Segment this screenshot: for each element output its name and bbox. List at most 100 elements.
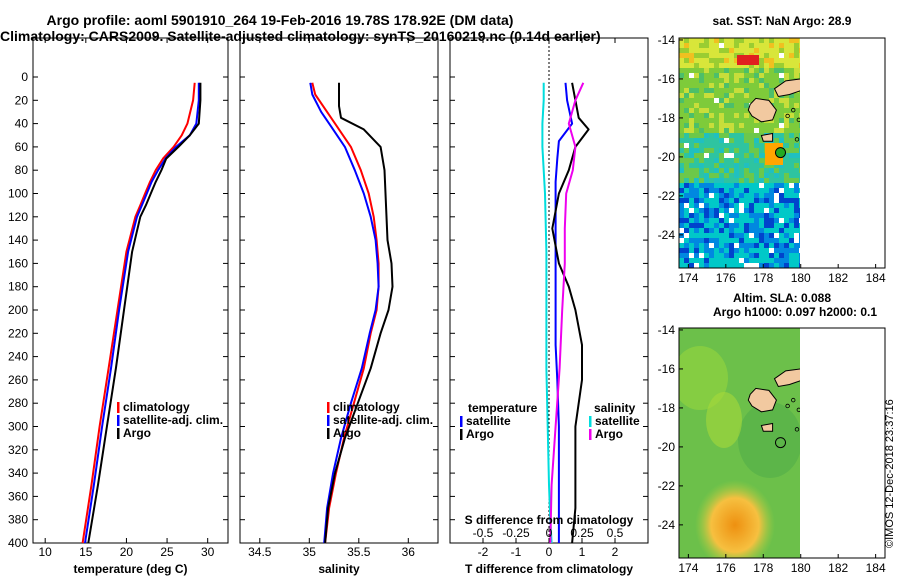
heat-cell	[719, 143, 724, 148]
heat-cell	[719, 133, 724, 138]
legend-entry: climatology	[333, 400, 400, 414]
heat-cell	[774, 173, 779, 178]
heat-cell	[799, 193, 800, 198]
heat-cell	[679, 218, 684, 223]
heat-cell	[679, 143, 684, 148]
heat-cell	[794, 98, 799, 103]
heat-cell	[694, 253, 699, 258]
plot-frame	[239, 37, 439, 544]
heat-cell	[779, 213, 784, 218]
heat-cell	[739, 178, 744, 183]
heat-cell	[724, 93, 729, 98]
heat-cell	[759, 223, 764, 228]
heat-cell	[684, 183, 689, 188]
heat-cell	[694, 258, 699, 263]
heat-cell	[739, 78, 744, 83]
heat-cell	[784, 53, 789, 58]
heat-cell	[779, 248, 784, 253]
heat-cell	[709, 53, 714, 58]
x-tick-label: 1	[579, 545, 586, 559]
heat-cell	[729, 188, 734, 193]
heat-cell	[699, 238, 704, 243]
y-tick-label: 320	[8, 443, 28, 457]
map-x-tick-label: 184	[866, 561, 886, 575]
heat-cell	[729, 148, 734, 153]
heat-cell	[784, 213, 789, 218]
heat-cell	[769, 228, 774, 233]
heat-cell	[699, 38, 704, 43]
sla-map-subtitle: Argo h1000: 0.097 h2000: 0.1	[713, 305, 877, 319]
heat-cell	[754, 83, 759, 88]
heat-cell	[704, 38, 709, 43]
heat-cell	[714, 108, 719, 113]
heat-cell	[694, 208, 699, 213]
heat-cell	[799, 43, 800, 48]
heat-cell	[764, 48, 769, 53]
heat-cell	[719, 248, 724, 253]
heat-cell	[694, 168, 699, 173]
heat-cell	[749, 73, 754, 78]
heat-cell	[779, 168, 784, 173]
heat-cell	[709, 93, 714, 98]
y-tick-label: 380	[8, 513, 28, 527]
heat-cell	[774, 63, 779, 68]
heat-cell	[794, 103, 799, 108]
map-y-tick-label: -24	[658, 518, 676, 532]
x-tick-label: 34.5	[248, 545, 272, 559]
heat-cell	[724, 213, 729, 218]
heat-cell	[774, 263, 779, 268]
heat-cell	[744, 73, 749, 78]
heat-cell	[684, 123, 689, 128]
heat-cell	[719, 153, 724, 158]
heat-cell	[704, 113, 709, 118]
heat-cell	[794, 128, 799, 133]
y-tick-label: 280	[8, 396, 28, 410]
heat-cell	[799, 178, 800, 183]
heat-cell	[729, 98, 734, 103]
heat-cell	[789, 68, 794, 73]
heat-cell	[789, 38, 794, 43]
heat-cell	[799, 143, 800, 148]
series-line-climatology	[81, 82, 196, 544]
heat-cell	[744, 188, 749, 193]
heat-cell	[679, 253, 684, 258]
heat-cell	[684, 148, 689, 153]
heat-cell	[774, 48, 779, 53]
heat-cell	[744, 128, 749, 133]
heat-cell	[679, 128, 684, 133]
heat-cell	[724, 103, 729, 108]
small-island	[791, 397, 796, 403]
heat-cell	[739, 123, 744, 128]
heat-cell	[774, 203, 779, 208]
heat-cell	[774, 188, 779, 193]
heat-cell	[689, 158, 694, 163]
heat-cell	[739, 98, 744, 103]
heat-cell	[689, 223, 694, 228]
heat-cell	[684, 208, 689, 213]
heat-cell	[699, 188, 704, 193]
heat-cell	[684, 173, 689, 178]
heat-cell	[759, 138, 764, 143]
heat-cell	[749, 198, 754, 203]
map-x-tick-label: 182	[828, 271, 848, 285]
heat-cell	[774, 68, 779, 73]
heat-cell	[719, 263, 724, 268]
heat-cell	[774, 118, 779, 123]
heat-cell	[744, 263, 749, 268]
heat-cell	[744, 238, 749, 243]
heat-cell	[774, 183, 779, 188]
x-tick-label: 10	[39, 545, 53, 559]
heat-cell	[734, 208, 739, 213]
heat-cell	[789, 93, 794, 98]
heat-cell	[789, 158, 794, 163]
heat-cell	[694, 48, 699, 53]
heat-cell	[744, 143, 749, 148]
heat-cell	[684, 38, 689, 43]
heat-cell	[784, 228, 789, 233]
heat-cell	[744, 108, 749, 113]
map-y-tick-label: -22	[658, 189, 676, 203]
heat-cell	[719, 208, 724, 213]
heat-cell	[739, 223, 744, 228]
heat-cell	[679, 73, 684, 78]
heat-cell	[744, 133, 749, 138]
